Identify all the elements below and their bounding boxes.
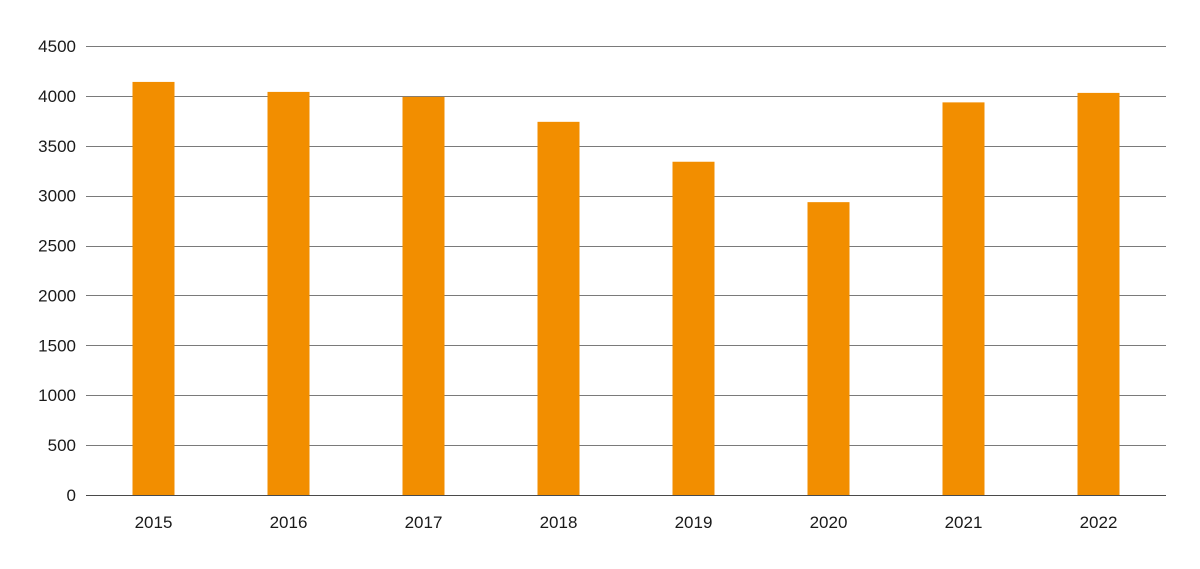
bar-2017: [402, 96, 445, 496]
x-axis-tick-labels: 2015 2016 2017 2018 2019 2020 2021 2022: [135, 513, 1118, 532]
y-tick-label: 2000: [38, 286, 76, 305]
bar-2022: [1077, 92, 1120, 495]
bar-2018: [537, 121, 580, 495]
y-tick-label: 1500: [38, 336, 76, 355]
y-tick-label: 3000: [38, 187, 76, 206]
bar-2020: [807, 202, 850, 495]
y-tick-label: 0: [67, 486, 76, 505]
x-tick-label: 2015: [135, 513, 173, 532]
y-axis-tick-labels: 0 500 1000 1500 2000 2500 3000 3500 4000 4500: [38, 37, 76, 505]
x-tick-label: 2021: [945, 513, 983, 532]
x-tick-label: 2018: [540, 513, 578, 532]
bar-2016: [267, 91, 310, 496]
y-tick-label: 1000: [38, 386, 76, 405]
y-tick-label: 4000: [38, 87, 76, 106]
y-tick-label: 4500: [38, 37, 76, 56]
bar-2021: [942, 102, 985, 495]
bar-2019: [672, 161, 715, 495]
y-tick-label: 3500: [38, 137, 76, 156]
x-tick-label: 2016: [270, 513, 308, 532]
gridlines: [86, 46, 1166, 496]
bar-2015: [132, 81, 175, 496]
x-tick-label: 2020: [810, 513, 848, 532]
y-tick-label: 500: [48, 436, 76, 455]
x-tick-label: 2022: [1080, 513, 1118, 532]
y-tick-label: 2500: [38, 237, 76, 256]
x-tick-label: 2017: [405, 513, 443, 532]
bars: [132, 81, 1120, 496]
x-tick-label: 2019: [675, 513, 713, 532]
